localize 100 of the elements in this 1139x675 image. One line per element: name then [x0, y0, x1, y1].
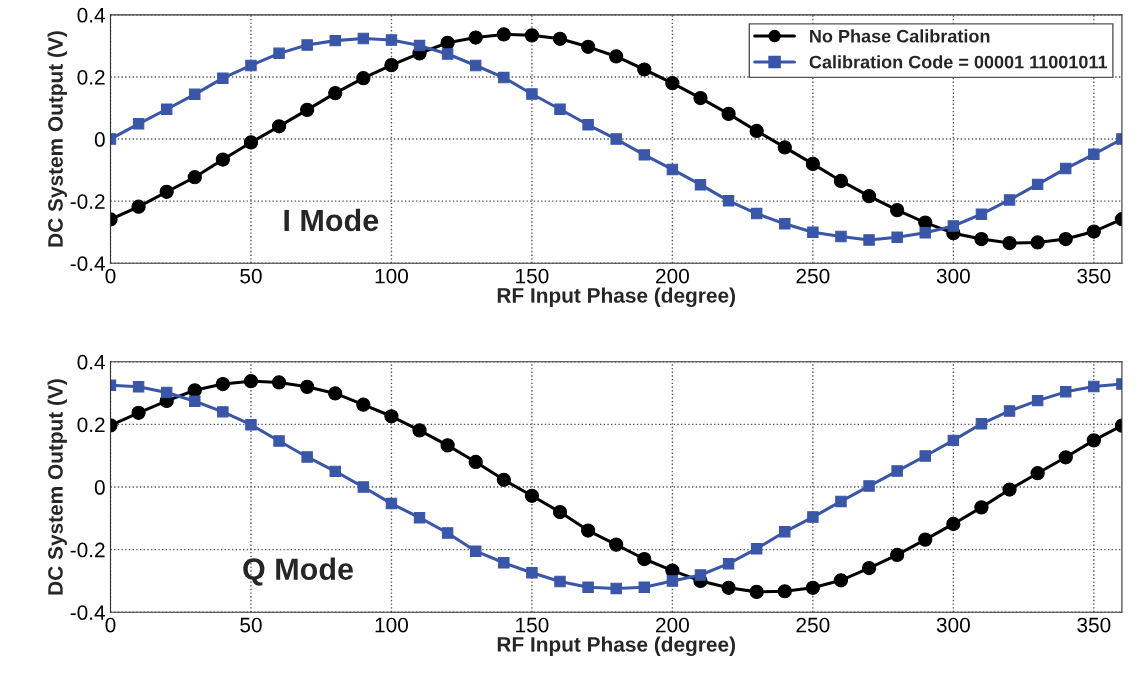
point [468, 30, 483, 45]
point [749, 584, 764, 599]
point [1086, 433, 1101, 448]
y-tick-label: 0.2 [77, 69, 105, 85]
point [666, 575, 679, 587]
x-tick-label: 300 [936, 617, 970, 633]
point [694, 569, 707, 581]
point [974, 231, 989, 247]
point [580, 523, 596, 538]
point [1003, 405, 1016, 417]
point [582, 581, 594, 593]
y-axis-title: DC System Output (V) [47, 31, 67, 247]
point [918, 532, 933, 547]
point [554, 575, 566, 588]
point [524, 488, 540, 503]
point [217, 406, 229, 418]
point [1088, 148, 1100, 160]
point [777, 584, 792, 599]
point [1003, 194, 1016, 206]
point [1060, 162, 1072, 175]
point [357, 32, 370, 45]
point [273, 47, 285, 60]
point [609, 49, 624, 64]
point [1031, 178, 1044, 191]
point [1086, 224, 1101, 239]
point [891, 231, 903, 243]
x-tick-label: 100 [375, 617, 408, 633]
point [637, 551, 652, 567]
x-tick-label: 150 [516, 617, 549, 633]
point [385, 34, 398, 46]
point [807, 226, 819, 238]
point [1060, 386, 1072, 398]
point [329, 34, 341, 47]
point [835, 230, 847, 243]
point [833, 573, 849, 588]
point [131, 405, 146, 420]
point [356, 397, 371, 412]
point [160, 386, 173, 399]
point [441, 527, 454, 539]
point [526, 567, 538, 579]
point [132, 118, 145, 130]
point [1031, 394, 1044, 407]
point [385, 497, 398, 510]
point [552, 31, 568, 46]
point [721, 580, 736, 595]
point [975, 418, 988, 430]
point [975, 208, 988, 220]
point [245, 418, 257, 431]
point [919, 450, 931, 462]
point [1002, 482, 1017, 497]
point [301, 39, 313, 51]
y-axis-title: DC System Output (V) [47, 379, 67, 595]
point [271, 375, 287, 390]
point [187, 170, 202, 185]
point [440, 35, 455, 50]
point [750, 207, 763, 220]
point [890, 547, 905, 563]
point [946, 516, 961, 532]
point [300, 102, 315, 117]
point [413, 39, 426, 52]
annotation: I Mode [284, 208, 379, 232]
point [301, 451, 313, 463]
point [243, 374, 259, 389]
x-tick-label: 250 [796, 617, 830, 633]
point [580, 39, 596, 54]
y-tick-label: 0 [94, 480, 105, 495]
point [384, 409, 399, 424]
point [215, 152, 230, 167]
point [271, 119, 287, 134]
x-axis-title: RF Input Phase (degree) [497, 636, 735, 657]
point [1030, 235, 1045, 250]
point [863, 480, 875, 492]
x-tick-label: 0 [105, 617, 116, 633]
point [215, 376, 230, 392]
legend-label: No Phase Calibration [810, 29, 990, 43]
point [638, 581, 651, 593]
point [694, 178, 707, 191]
point [159, 184, 174, 199]
point [357, 481, 370, 493]
point [526, 88, 538, 100]
y-tick-label: -0.2 [70, 194, 105, 209]
point [132, 381, 145, 393]
point [805, 580, 820, 595]
point [468, 454, 483, 470]
x-tick-label: 150 [516, 268, 549, 284]
point [217, 72, 229, 84]
annotation: Q Mode [243, 557, 353, 586]
point [243, 135, 259, 150]
point [835, 495, 847, 508]
point [610, 582, 622, 595]
point [779, 526, 791, 538]
x-tick-label: 350 [1077, 617, 1111, 633]
point [1058, 231, 1073, 247]
point [807, 511, 819, 523]
point [919, 227, 931, 239]
x-tick-label: 350 [1077, 268, 1111, 284]
point [328, 85, 343, 101]
y-tick-label: 0.2 [77, 417, 105, 433]
point [974, 500, 989, 515]
point [441, 48, 454, 60]
